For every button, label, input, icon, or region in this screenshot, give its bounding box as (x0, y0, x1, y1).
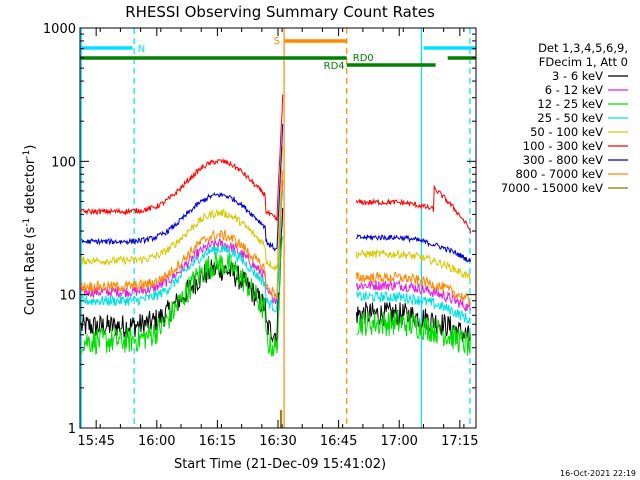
y-tick-label: 1000 (43, 22, 76, 37)
y-axis-label: Count Rate (s-1 detector-1) (22, 145, 38, 316)
legend-entry-label: 7000 - 15000 keV (501, 181, 603, 195)
y-axis-label-sup-1: -1 (22, 218, 32, 227)
series-line (80, 170, 284, 300)
legend-entry-label: 6 - 12 keV (545, 83, 603, 97)
observing-flags: N S RD0 RD4 (80, 36, 476, 72)
flag-label: RD4 (324, 61, 345, 72)
legend: Det 1,3,4,5,6,9, FDecim 1, Att 0 3 - 6 k… (501, 41, 628, 195)
flag-label: N (138, 44, 145, 55)
x-tick-label: 15:45 (77, 434, 114, 449)
x-tick-label: 16:00 (138, 434, 175, 449)
y-axis-label-mid: detector (23, 158, 38, 218)
series-line (355, 248, 471, 283)
legend-header-line-1: Det 1,3,4,5,6,9, (538, 41, 628, 55)
x-axis-ticks: 15:45 16:00 16:15 16:30 16:45 17:00 17:15 (77, 28, 479, 449)
x-axis-label: Start Time (21-Dec-09 15:41:02) (174, 457, 386, 472)
series-lines (80, 94, 472, 428)
legend-entry-label: 50 - 100 keV (530, 125, 603, 139)
series-line (355, 271, 472, 307)
legend-entry-label: 100 - 300 keV (523, 139, 603, 153)
flag-label: S (274, 36, 280, 47)
legend-header-line-2: FDecim 1, Att 0 (539, 55, 628, 69)
x-tick-label: 16:30 (259, 434, 296, 449)
series-line (279, 410, 283, 428)
flag-label: RD0 (353, 53, 374, 64)
series-line (356, 310, 472, 357)
series-line (355, 184, 472, 233)
y-axis-ticks: 1 10 100 1000 (43, 22, 476, 437)
legend-entry-label: 3 - 6 keV (552, 69, 603, 83)
legend-entry-label: 800 - 7000 keV (515, 167, 603, 181)
x-tick-label: 17:00 (380, 434, 417, 449)
vertical-markers (80, 28, 471, 428)
x-tick-label: 16:15 (199, 434, 236, 449)
series-line (355, 290, 471, 325)
y-tick-label: 100 (51, 155, 76, 170)
footer-timestamp: 16-Oct-2021 22:19 (560, 469, 636, 478)
series-line (80, 236, 284, 357)
legend-entry-label: 300 - 800 keV (523, 153, 603, 167)
series-line (81, 123, 284, 252)
legend-entry-label: 12 - 25 keV (537, 97, 603, 111)
series-line (80, 94, 284, 222)
series-line (355, 279, 472, 312)
y-axis-label-end: ) (23, 145, 38, 150)
series-line (80, 207, 284, 345)
y-axis-label-sup-2: -1 (22, 150, 32, 159)
y-tick-label: 10 (59, 289, 76, 304)
series-line (80, 190, 284, 313)
series-line (81, 145, 284, 271)
legend-entry-label: 25 - 50 keV (537, 111, 603, 125)
x-tick-label: 17:15 (441, 434, 478, 449)
x-tick-label: 16:45 (320, 434, 357, 449)
y-axis-label-main: Count Rate (s (23, 227, 38, 316)
series-line (80, 180, 284, 305)
y-tick-label: 1 (68, 422, 76, 437)
chart-title: RHESSI Observing Summary Count Rates (125, 3, 435, 21)
series-line (356, 233, 472, 263)
